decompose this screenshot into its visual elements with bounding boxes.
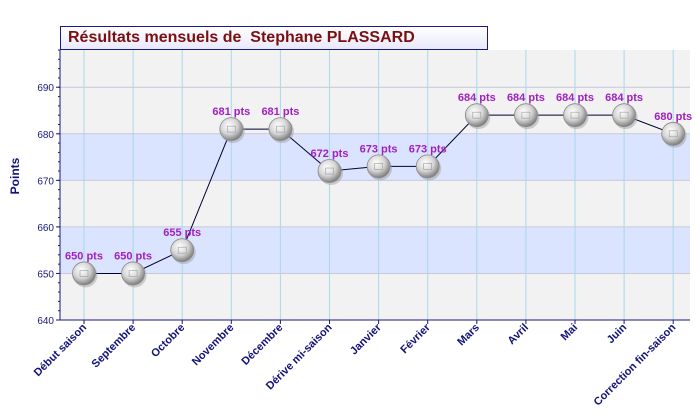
data-point [514,103,538,128]
data-point-emblem [79,270,89,277]
x-tick-label: Mai [559,322,580,343]
x-tick-label: Correction fin-saison [592,321,679,408]
plot-band [60,50,690,88]
data-label: 650 pts [65,250,103,262]
data-point [563,103,587,128]
data-label: 655 pts [163,227,201,239]
data-point [268,117,293,142]
y-tick-label: 650 [37,269,54,280]
data-label: 673 pts [360,143,398,155]
x-tick-label: Février [398,321,433,356]
data-point [612,103,636,128]
y-tick-label: 660 [37,223,54,234]
data-label: 684 pts [605,92,643,104]
plot-band [60,180,690,227]
data-point-emblem [423,163,433,170]
data-label: 681 pts [212,106,250,118]
data-point [219,117,244,142]
data-point [366,154,391,179]
chart-title: Résultats mensuels de Stephane PLASSARD [60,26,488,50]
x-tick-label: Mars [455,322,482,349]
data-point-emblem [374,163,383,170]
data-point [464,103,489,128]
y-tick-label: 670 [37,176,54,187]
data-point [661,121,686,146]
data-point [72,261,96,286]
data-point-emblem [276,125,285,133]
data-point-emblem [227,125,236,133]
data-point-emblem [325,167,334,175]
data-point-emblem [668,130,678,138]
data-point-emblem [570,111,580,119]
data-point [170,238,195,263]
data-point [121,261,146,286]
y-tick-label: 680 [37,130,54,141]
x-tick-label: Septembre [90,322,139,371]
data-label: 672 pts [311,148,349,160]
x-tick-label: Avril [506,322,531,347]
x-tick-label: Début saison [32,321,90,379]
data-label: 680 pts [654,111,692,123]
data-point-emblem [177,246,187,254]
y-tick-label: 690 [37,83,54,94]
data-point-emblem [619,111,629,119]
data-point [415,154,440,179]
plot-band [60,226,690,274]
x-tick-label: Juin [605,321,630,346]
y-tick-label: 640 [37,316,54,327]
data-label: 684 pts [458,92,496,104]
x-tick-label: Janvier [348,321,384,357]
data-point-emblem [521,111,531,119]
data-label: 681 pts [261,106,299,118]
data-point-emblem [472,111,482,119]
data-point [317,159,342,183]
plot-band [60,273,690,320]
x-tick-label: Octobre [149,322,187,360]
data-point-emblem [128,270,138,277]
plot-band [60,87,690,134]
data-label: 684 pts [556,92,594,104]
data-label: 650 pts [114,250,152,262]
data-label: 684 pts [507,92,545,104]
x-tick-label: Décembre [239,322,285,368]
data-label: 673 pts [409,143,447,155]
y-axis-label: Points [8,157,22,195]
x-tick-label: Novembre [190,322,237,369]
